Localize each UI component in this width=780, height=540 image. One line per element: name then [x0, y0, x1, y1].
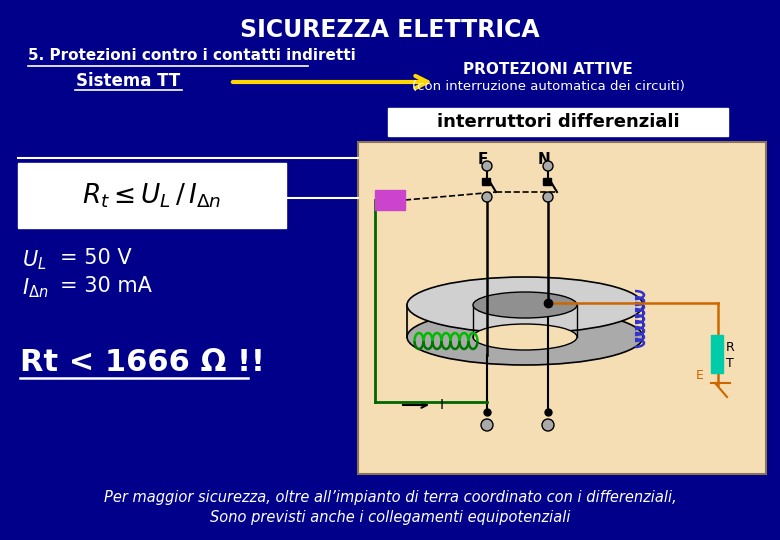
Text: E: E	[696, 369, 704, 382]
Text: F: F	[478, 152, 488, 167]
Text: $R_t \leq U_L\,/\,I_{\Delta n}$: $R_t \leq U_L\,/\,I_{\Delta n}$	[83, 181, 222, 210]
Circle shape	[481, 419, 493, 431]
Text: = 50 V: = 50 V	[60, 248, 132, 268]
Circle shape	[543, 161, 553, 171]
Text: Rt < 1666 Ω !!: Rt < 1666 Ω !!	[20, 348, 265, 377]
Text: interruttori differenziali: interruttori differenziali	[437, 113, 679, 131]
Text: Per maggior sicurezza, oltre all’impianto di terra coordinato con i differenzial: Per maggior sicurezza, oltre all’impiant…	[104, 490, 676, 505]
Bar	[388, 108, 728, 136]
Text: PROTEZIONI ATTIVE: PROTEZIONI ATTIVE	[463, 62, 633, 77]
Bar	[18, 163, 286, 228]
Text: (con interruzione automatica dei circuiti): (con interruzione automatica dei circuit…	[412, 80, 684, 93]
Text: Sistema TT: Sistema TT	[76, 72, 180, 90]
Bar	[482, 178, 490, 185]
Bar	[543, 178, 551, 185]
Text: R: R	[726, 341, 735, 354]
Bar	[375, 190, 405, 210]
Ellipse shape	[407, 309, 643, 365]
Circle shape	[482, 192, 492, 202]
Ellipse shape	[473, 324, 577, 350]
Text: Sono previsti anche i collegamenti equipotenziali: Sono previsti anche i collegamenti equip…	[210, 510, 570, 525]
Circle shape	[543, 192, 553, 202]
Ellipse shape	[407, 277, 643, 333]
Text: $I_{\Delta n}$: $I_{\Delta n}$	[22, 276, 48, 300]
Text: $U_L$: $U_L$	[22, 248, 47, 272]
Text: T: T	[726, 357, 734, 370]
Text: 5. Protezioni contro i contatti indiretti: 5. Protezioni contro i contatti indirett…	[28, 48, 356, 63]
Text: I: I	[440, 398, 444, 412]
Ellipse shape	[473, 292, 577, 318]
Text: = 30 mA: = 30 mA	[60, 276, 152, 296]
Bar	[358, 142, 766, 474]
Text: SICUREZZA ELETTRICA: SICUREZZA ELETTRICA	[240, 18, 540, 42]
Circle shape	[482, 161, 492, 171]
Circle shape	[542, 419, 554, 431]
Text: N: N	[537, 152, 551, 167]
Bar	[711, 335, 723, 373]
